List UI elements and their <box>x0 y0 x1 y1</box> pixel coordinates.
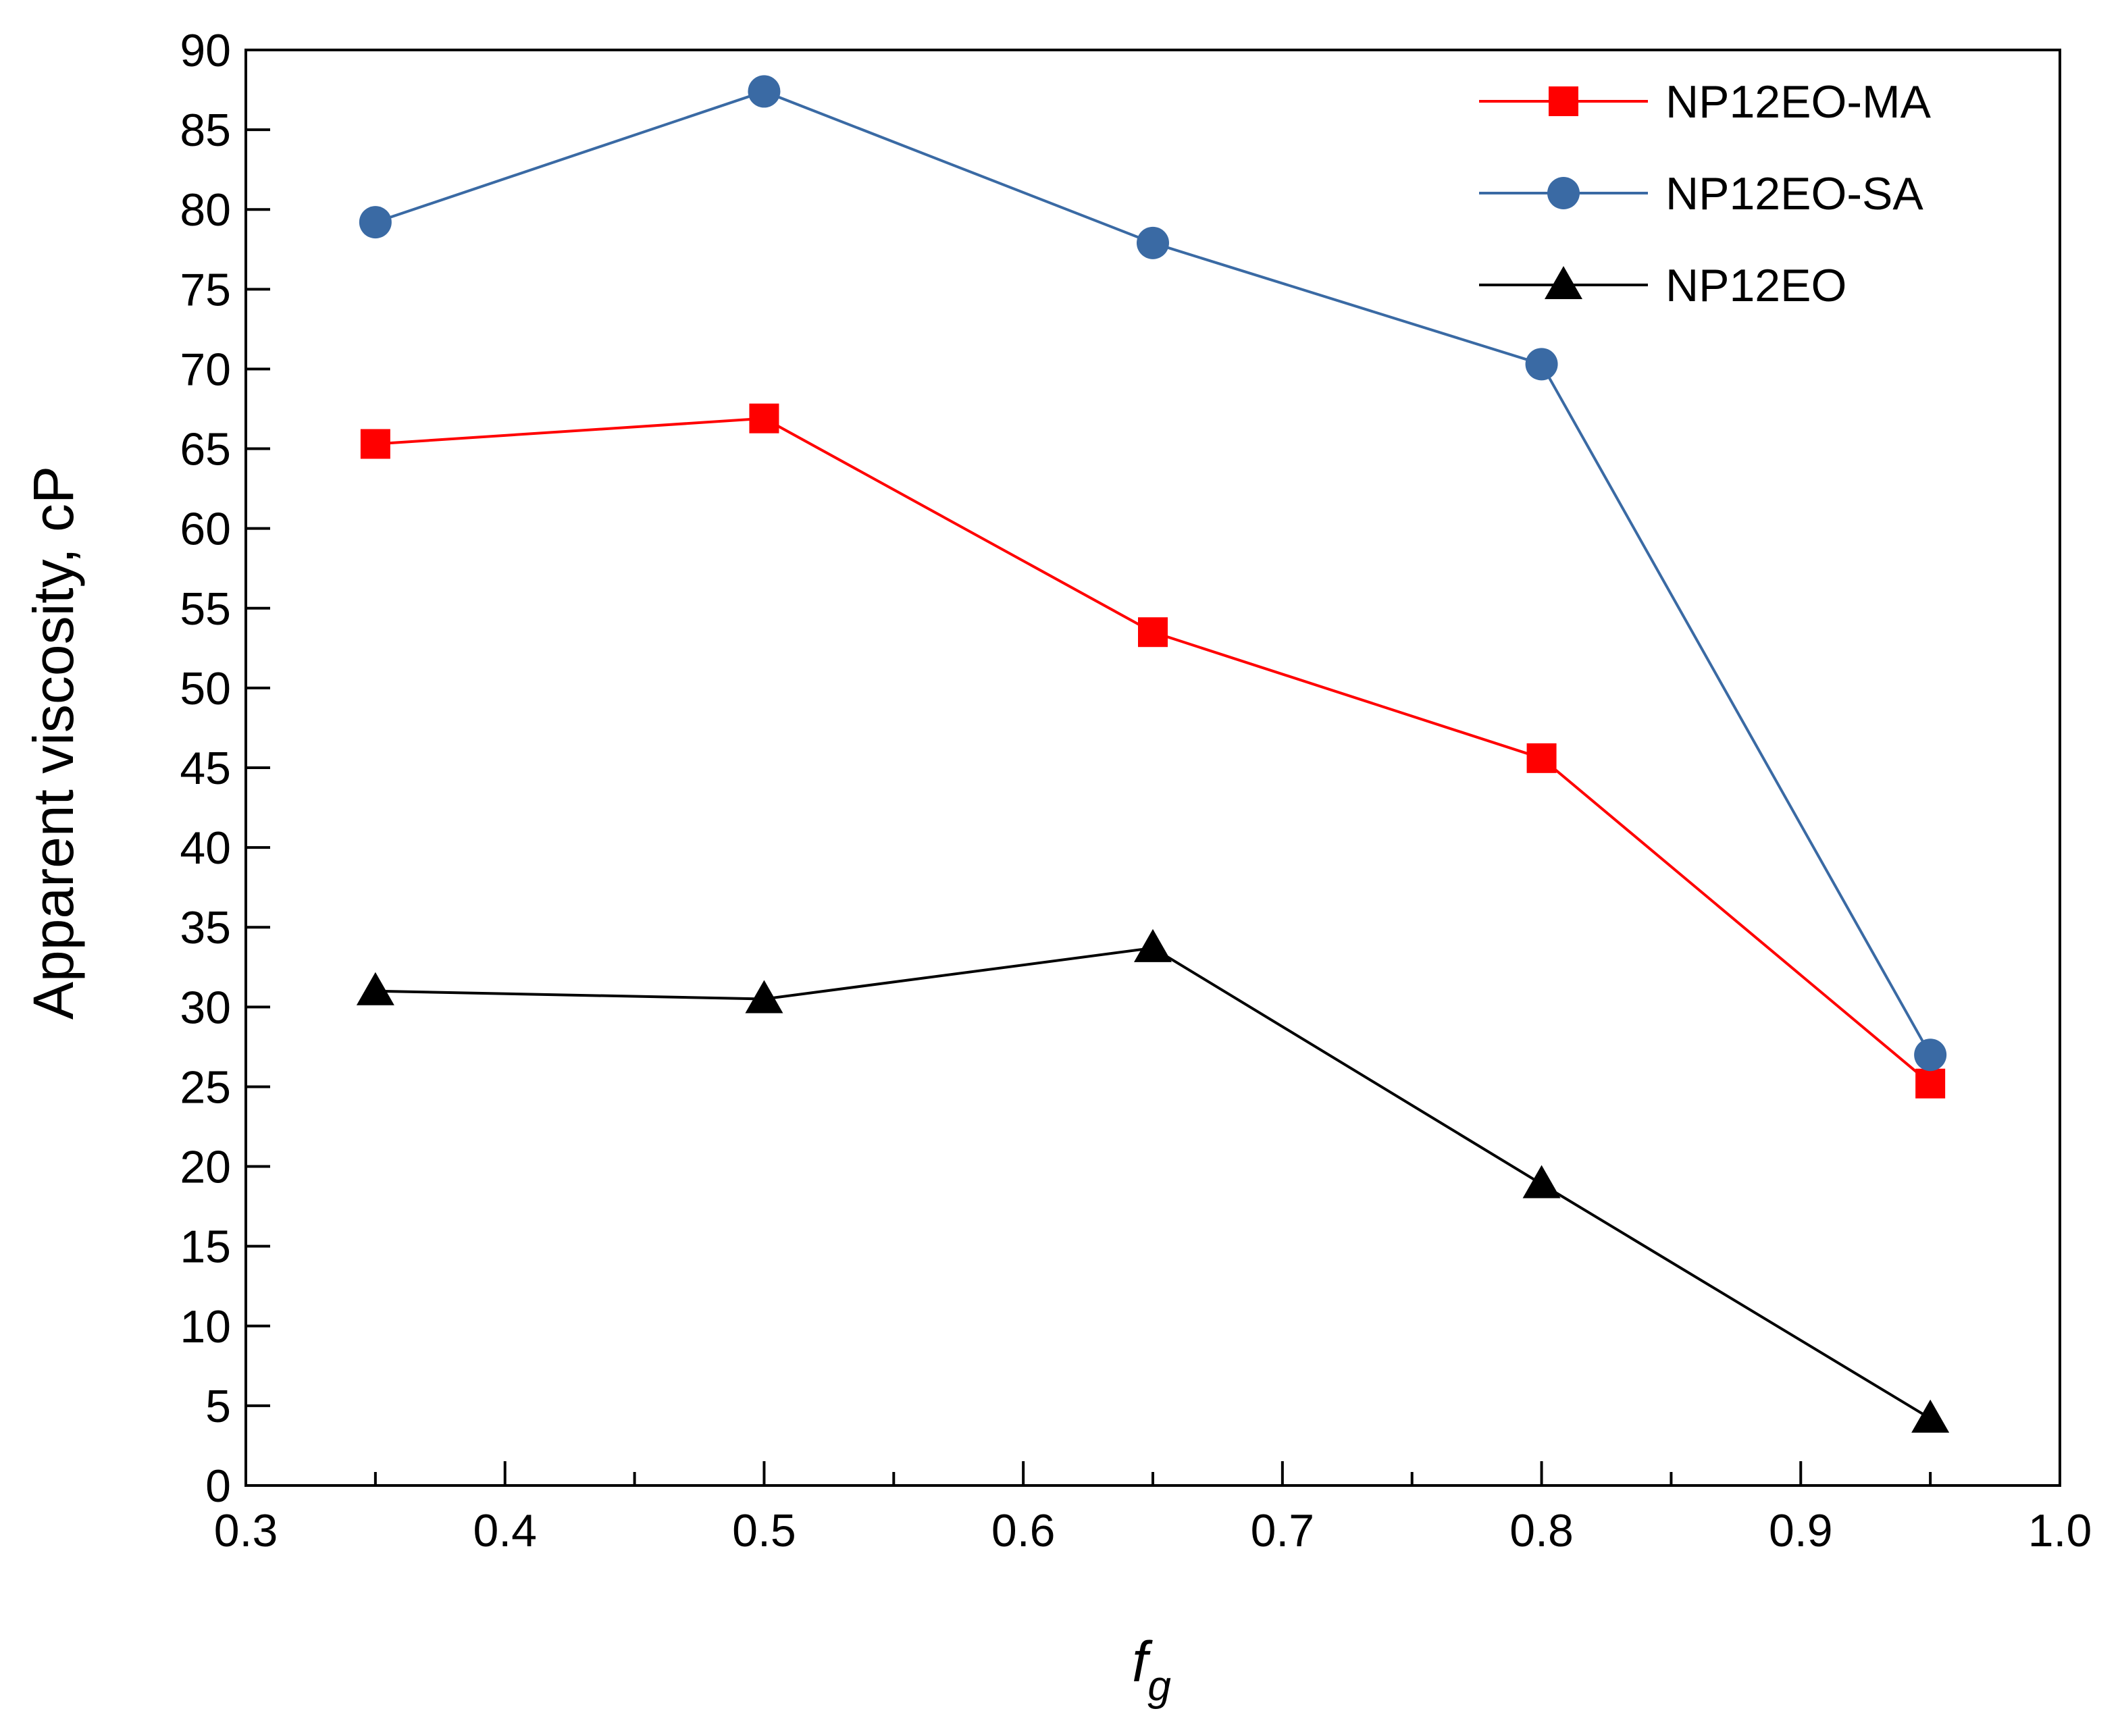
x-tick-label: 0.3 <box>214 1505 278 1556</box>
data-point <box>1914 1038 1947 1072</box>
y-tick-label: 30 <box>180 982 231 1033</box>
data-point <box>356 972 394 1005</box>
series-layer <box>356 75 1950 1433</box>
y-tick-label: 45 <box>180 743 231 794</box>
legend-label: NP12EO-SA <box>1665 168 1923 219</box>
series-np12eo-ma <box>360 403 1946 1099</box>
data-point <box>748 75 781 108</box>
y-tick-label: 20 <box>180 1142 231 1193</box>
data-point <box>1134 928 1172 962</box>
legend-item: NP12EO-MA <box>1479 76 1932 128</box>
y-tick-label: 15 <box>180 1221 231 1273</box>
y-tick-label: 0 <box>205 1461 231 1512</box>
y-tick-label: 10 <box>180 1301 231 1352</box>
y-tick-label: 35 <box>180 902 231 953</box>
y-axis-title: Apparent viscosity, cP <box>22 466 85 1020</box>
x-tick-label: 0.5 <box>732 1505 796 1556</box>
data-point <box>359 206 392 239</box>
y-tick-label: 90 <box>180 25 231 76</box>
data-point <box>1525 348 1558 381</box>
axis-ticks: 0.3 0.4 0.5 0.6 0.7 0.8 0.9 1.0 0 5 10 15 20 25 30 35 40… <box>180 25 2092 1556</box>
legend: NP12EO-MA NP12EO-SA NP12EO <box>1479 76 1932 311</box>
data-point <box>1137 226 1169 259</box>
series-np12eo-sa <box>359 75 1947 1072</box>
y-tick-label: 75 <box>180 264 231 315</box>
data-point <box>1911 1399 1950 1433</box>
x-tick-label: 0.7 <box>1251 1505 1315 1556</box>
y-tick-label: 50 <box>180 663 231 714</box>
y-tick-label: 40 <box>180 822 231 874</box>
data-point <box>1138 617 1168 648</box>
y-tick-label: 65 <box>180 424 231 475</box>
data-point <box>745 980 783 1014</box>
y-tick-label: 55 <box>180 583 231 635</box>
x-tick-label: 0.6 <box>991 1505 1056 1556</box>
y-tick-label: 60 <box>180 504 231 555</box>
data-point <box>1522 1165 1561 1199</box>
legend-marker <box>1547 177 1580 209</box>
data-point <box>1526 743 1557 773</box>
y-tick-label: 5 <box>205 1381 231 1432</box>
legend-label: NP12EO-MA <box>1665 76 1932 128</box>
y-tick-label: 85 <box>180 105 231 156</box>
legend-marker <box>1549 86 1578 116</box>
x-tick-label: 0.9 <box>1769 1505 1833 1556</box>
legend-marker <box>1545 266 1582 299</box>
data-point <box>749 403 779 433</box>
x-tick-label: 1.0 <box>2028 1505 2092 1556</box>
x-tick-label: 0.8 <box>1509 1505 1574 1556</box>
y-tick-label: 70 <box>180 344 231 395</box>
y-tick-label: 25 <box>180 1061 231 1113</box>
y-tick-label: 80 <box>180 184 231 236</box>
legend-item: NP12EO <box>1479 260 1846 311</box>
series-np12eo <box>356 928 1950 1433</box>
legend-item: NP12EO-SA <box>1479 168 1923 219</box>
legend-label: NP12EO <box>1665 260 1846 311</box>
data-point <box>1915 1068 1946 1099</box>
x-tick-label: 0.4 <box>473 1505 537 1556</box>
data-point <box>360 429 390 459</box>
